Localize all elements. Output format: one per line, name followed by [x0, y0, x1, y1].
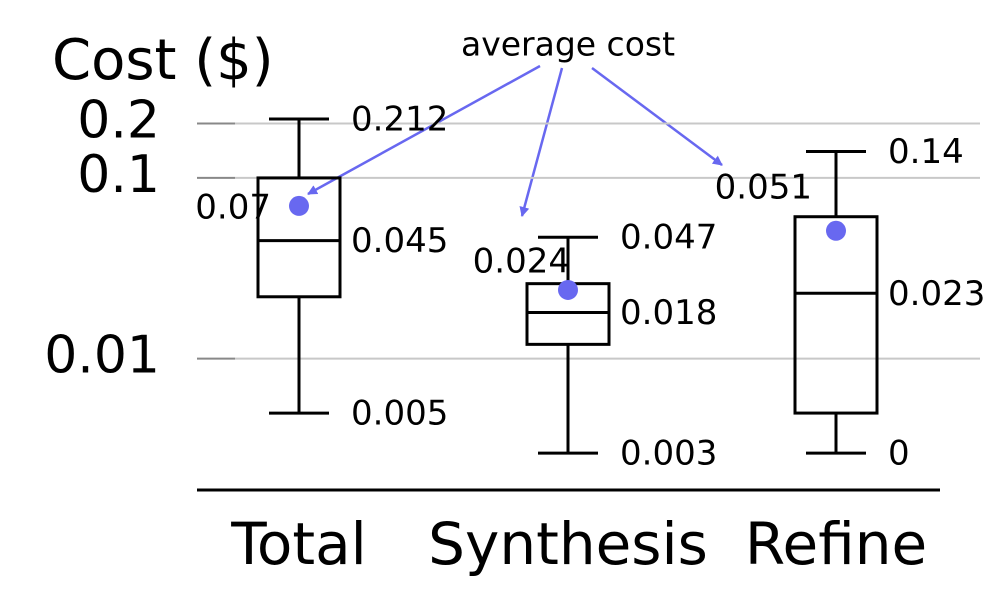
arrow [519, 67, 564, 217]
value-label: 0.003 [620, 434, 717, 474]
mean-dot [558, 279, 578, 300]
x-tick-label: Refine [745, 510, 927, 578]
y-tick-label: 0.01 [44, 326, 160, 386]
x-tick-label: Synthesis [428, 510, 708, 578]
value-label: 0.047 [620, 218, 717, 258]
mean-label: 0.07 [195, 187, 271, 227]
value-label: 0 [888, 434, 910, 474]
value-label: 0.018 [620, 293, 717, 333]
mean-dot [289, 195, 309, 216]
axis-title: Cost ($) [52, 28, 274, 93]
box [793, 215, 879, 415]
value-label: 0.005 [351, 394, 448, 434]
mean-label: 0.024 [473, 241, 570, 281]
annotation: average cost [461, 25, 675, 64]
value-label: 0.023 [888, 274, 985, 314]
y-tick-label: 0.2 [77, 91, 160, 151]
y-tick-label: 0.1 [77, 145, 160, 205]
x-tick-label: Total [230, 510, 366, 578]
box [256, 176, 342, 299]
arrow [307, 64, 541, 196]
mean-label: 0.051 [715, 167, 812, 207]
value-label: 0.14 [888, 132, 964, 172]
value-label: 0.045 [351, 221, 448, 261]
arrow [591, 66, 723, 167]
annotation-arrows [307, 64, 723, 217]
value-label: 0.212 [351, 99, 448, 139]
mean-dot [826, 220, 846, 241]
